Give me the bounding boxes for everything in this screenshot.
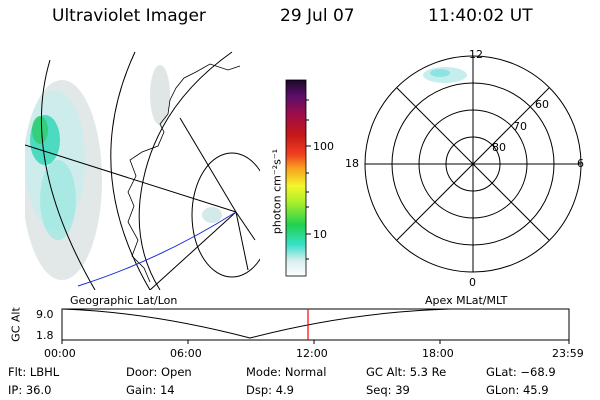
mlat-label-70: 70 bbox=[513, 120, 527, 133]
info-gain: Gain: 14 bbox=[126, 383, 175, 397]
terminator-line bbox=[77, 211, 237, 287]
date-label: 29 Jul 07 bbox=[280, 6, 355, 26]
time-tick-2: 12:00 bbox=[296, 347, 328, 360]
geographic-label: Geographic Lat/Lon bbox=[70, 294, 178, 307]
mlt-label-12: 12 bbox=[469, 48, 483, 61]
info-glon: GLon: 45.9 bbox=[486, 383, 549, 397]
info-mode: Mode: Normal bbox=[246, 365, 327, 379]
mlt-label-0: 0 bbox=[469, 276, 476, 289]
mlat-label-60: 60 bbox=[535, 98, 549, 111]
instrument-title: Ultraviolet Imager bbox=[52, 6, 206, 26]
colorbar-tick-10: 10 bbox=[313, 228, 327, 241]
info-door: Door: Open bbox=[126, 365, 192, 379]
apex-label: Apex MLat/MLT bbox=[425, 294, 508, 307]
mlt-label-18: 18 bbox=[345, 157, 359, 170]
time-tick-3: 18:00 bbox=[422, 347, 454, 360]
info-gc-alt: GC Alt: 5.3 Re bbox=[366, 365, 447, 379]
altitude-tick-high: 9.0 bbox=[36, 308, 54, 321]
info-seq: Seq: 39 bbox=[366, 383, 410, 397]
mlt-label-6: 6 bbox=[577, 157, 584, 170]
time-tick-0: 00:00 bbox=[44, 347, 76, 360]
altitude-axis-label: GC Alt bbox=[9, 307, 23, 342]
aurora-emission-haze bbox=[25, 65, 222, 280]
altitude-tick-low: 1.8 bbox=[36, 329, 54, 342]
time-tick-1: 06:00 bbox=[170, 347, 202, 360]
altitude-curve bbox=[61, 308, 569, 339]
time-tick-4: 23:59 bbox=[552, 347, 584, 360]
time-label: 11:40:02 UT bbox=[428, 6, 533, 26]
info-ip: IP: 36.0 bbox=[8, 383, 52, 397]
info-flt: Flt: LBHL bbox=[8, 365, 60, 379]
mlat-label-80: 80 bbox=[492, 141, 506, 154]
colorbar-tick-100: 100 bbox=[313, 140, 334, 153]
info-glat: GLat: −68.9 bbox=[486, 365, 556, 379]
info-dsp: Dsp: 4.9 bbox=[246, 383, 294, 397]
coastline bbox=[127, 63, 241, 283]
